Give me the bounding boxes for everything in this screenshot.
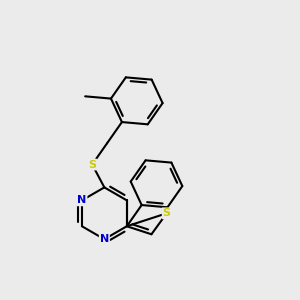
Text: S: S bbox=[163, 208, 171, 218]
Text: S: S bbox=[88, 160, 96, 170]
Text: N: N bbox=[100, 234, 109, 244]
Text: N: N bbox=[77, 195, 86, 205]
